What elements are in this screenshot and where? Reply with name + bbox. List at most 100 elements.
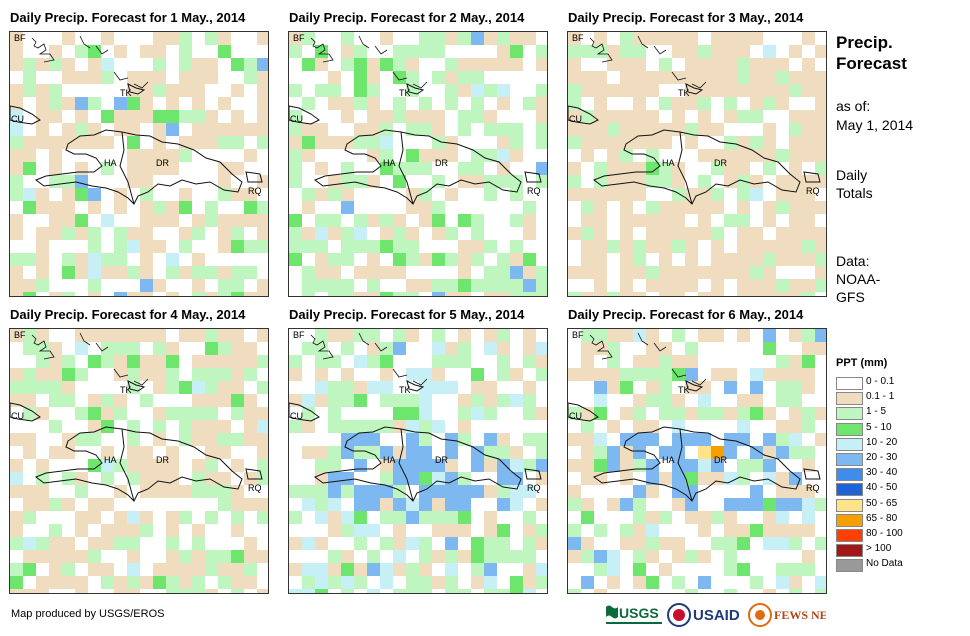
- precip-cell: [523, 279, 536, 292]
- precip-cell: [815, 472, 826, 485]
- precip-cell: [127, 550, 140, 563]
- precip-cell: [36, 266, 49, 279]
- precip-cell: [750, 472, 763, 485]
- precip-cell: [10, 537, 23, 550]
- precip-cell: [231, 71, 244, 84]
- precip-cell: [341, 355, 354, 368]
- precip-cell: [88, 71, 101, 84]
- precip-cell: [536, 32, 547, 45]
- precip-cell: [789, 84, 802, 97]
- coastline: [568, 402, 599, 422]
- precip-cell: [62, 420, 75, 433]
- map-panel-6: BF CU TK HA DR RQ: [567, 328, 827, 594]
- precip-cell: [789, 149, 802, 162]
- precip-cell: [724, 162, 737, 175]
- precip-cell: [594, 240, 607, 253]
- precip-cell: [659, 459, 672, 472]
- precip-cell: [23, 472, 36, 485]
- country-label-tk: TK: [120, 385, 132, 395]
- precip-cell: [432, 292, 445, 296]
- precip-cell: [205, 58, 218, 71]
- precip-cell: [685, 123, 698, 136]
- precip-cell: [75, 537, 88, 550]
- precip-cell: [101, 576, 114, 589]
- precip-cell: [153, 123, 166, 136]
- precip-cell: [711, 84, 724, 97]
- precip-cell: [166, 201, 179, 214]
- precip-cell: [23, 188, 36, 201]
- precip-cell: [763, 240, 776, 253]
- precip-cell: [127, 342, 140, 355]
- precip-cell: [88, 266, 101, 279]
- precip-cell: [484, 279, 497, 292]
- precip-cell: [101, 329, 114, 342]
- precip-cell: [367, 576, 380, 589]
- precip-cell: [328, 355, 341, 368]
- precip-cell: [497, 368, 510, 381]
- precip-cell: [289, 550, 302, 563]
- precip-cell: [737, 97, 750, 110]
- precip-cell: [328, 97, 341, 110]
- precip-cell: [127, 537, 140, 550]
- precip-cell: [763, 253, 776, 266]
- precip-cell: [315, 45, 328, 58]
- precip-cell: [510, 240, 523, 253]
- precip-cell: [724, 433, 737, 446]
- precip-cell: [10, 266, 23, 279]
- precip-cell: [367, 420, 380, 433]
- precip-cell: [607, 485, 620, 498]
- precip-cell: [646, 45, 659, 58]
- precip-cell: [289, 45, 302, 58]
- precip-cell: [341, 97, 354, 110]
- precip-cell: [315, 394, 328, 407]
- precip-cell: [114, 175, 127, 188]
- precip-cell: [698, 563, 711, 576]
- precip-cell: [114, 214, 127, 227]
- precip-cell: [471, 292, 484, 296]
- precip-cell: [166, 329, 179, 342]
- precip-cell: [341, 214, 354, 227]
- precip-cell: [633, 71, 646, 84]
- precip-cell: [328, 563, 341, 576]
- precip-cell: [802, 485, 815, 498]
- legend-swatch: [836, 453, 863, 466]
- precip-cell: [581, 45, 594, 58]
- precip-cell: [737, 537, 750, 550]
- precip-cell: [127, 97, 140, 110]
- precip-cell: [510, 188, 523, 201]
- precip-cell: [328, 407, 341, 420]
- precip-cell: [659, 589, 672, 593]
- precip-cell: [302, 97, 315, 110]
- precip-cell: [36, 279, 49, 292]
- precip-cell: [140, 253, 153, 266]
- precip-cell: [607, 368, 620, 381]
- precip-cell: [724, 292, 737, 296]
- precip-cell: [698, 32, 711, 45]
- precip-cell: [594, 292, 607, 296]
- precip-cell: [153, 524, 166, 537]
- precip-cell: [711, 240, 724, 253]
- precip-cell: [776, 149, 789, 162]
- precip-cell: [711, 162, 724, 175]
- precip-cell: [380, 240, 393, 253]
- precip-cell: [633, 162, 646, 175]
- precip-cell: [750, 214, 763, 227]
- precip-cell: [672, 355, 685, 368]
- precip-cell: [458, 550, 471, 563]
- precip-cell: [737, 524, 750, 537]
- precip-cell: [802, 97, 815, 110]
- precip-cell: [218, 123, 231, 136]
- precip-cell: [127, 123, 140, 136]
- precip-cell: [10, 420, 23, 433]
- precip-cell: [354, 355, 367, 368]
- precip-cell: [607, 149, 620, 162]
- precip-cell: [536, 407, 547, 420]
- precip-cell: [367, 201, 380, 214]
- precip-cell: [672, 214, 685, 227]
- precip-cell: [192, 433, 205, 446]
- precip-cell: [88, 407, 101, 420]
- precip-cell: [789, 498, 802, 511]
- precip-cell: [594, 162, 607, 175]
- precip-cell: [88, 394, 101, 407]
- precip-cell: [367, 214, 380, 227]
